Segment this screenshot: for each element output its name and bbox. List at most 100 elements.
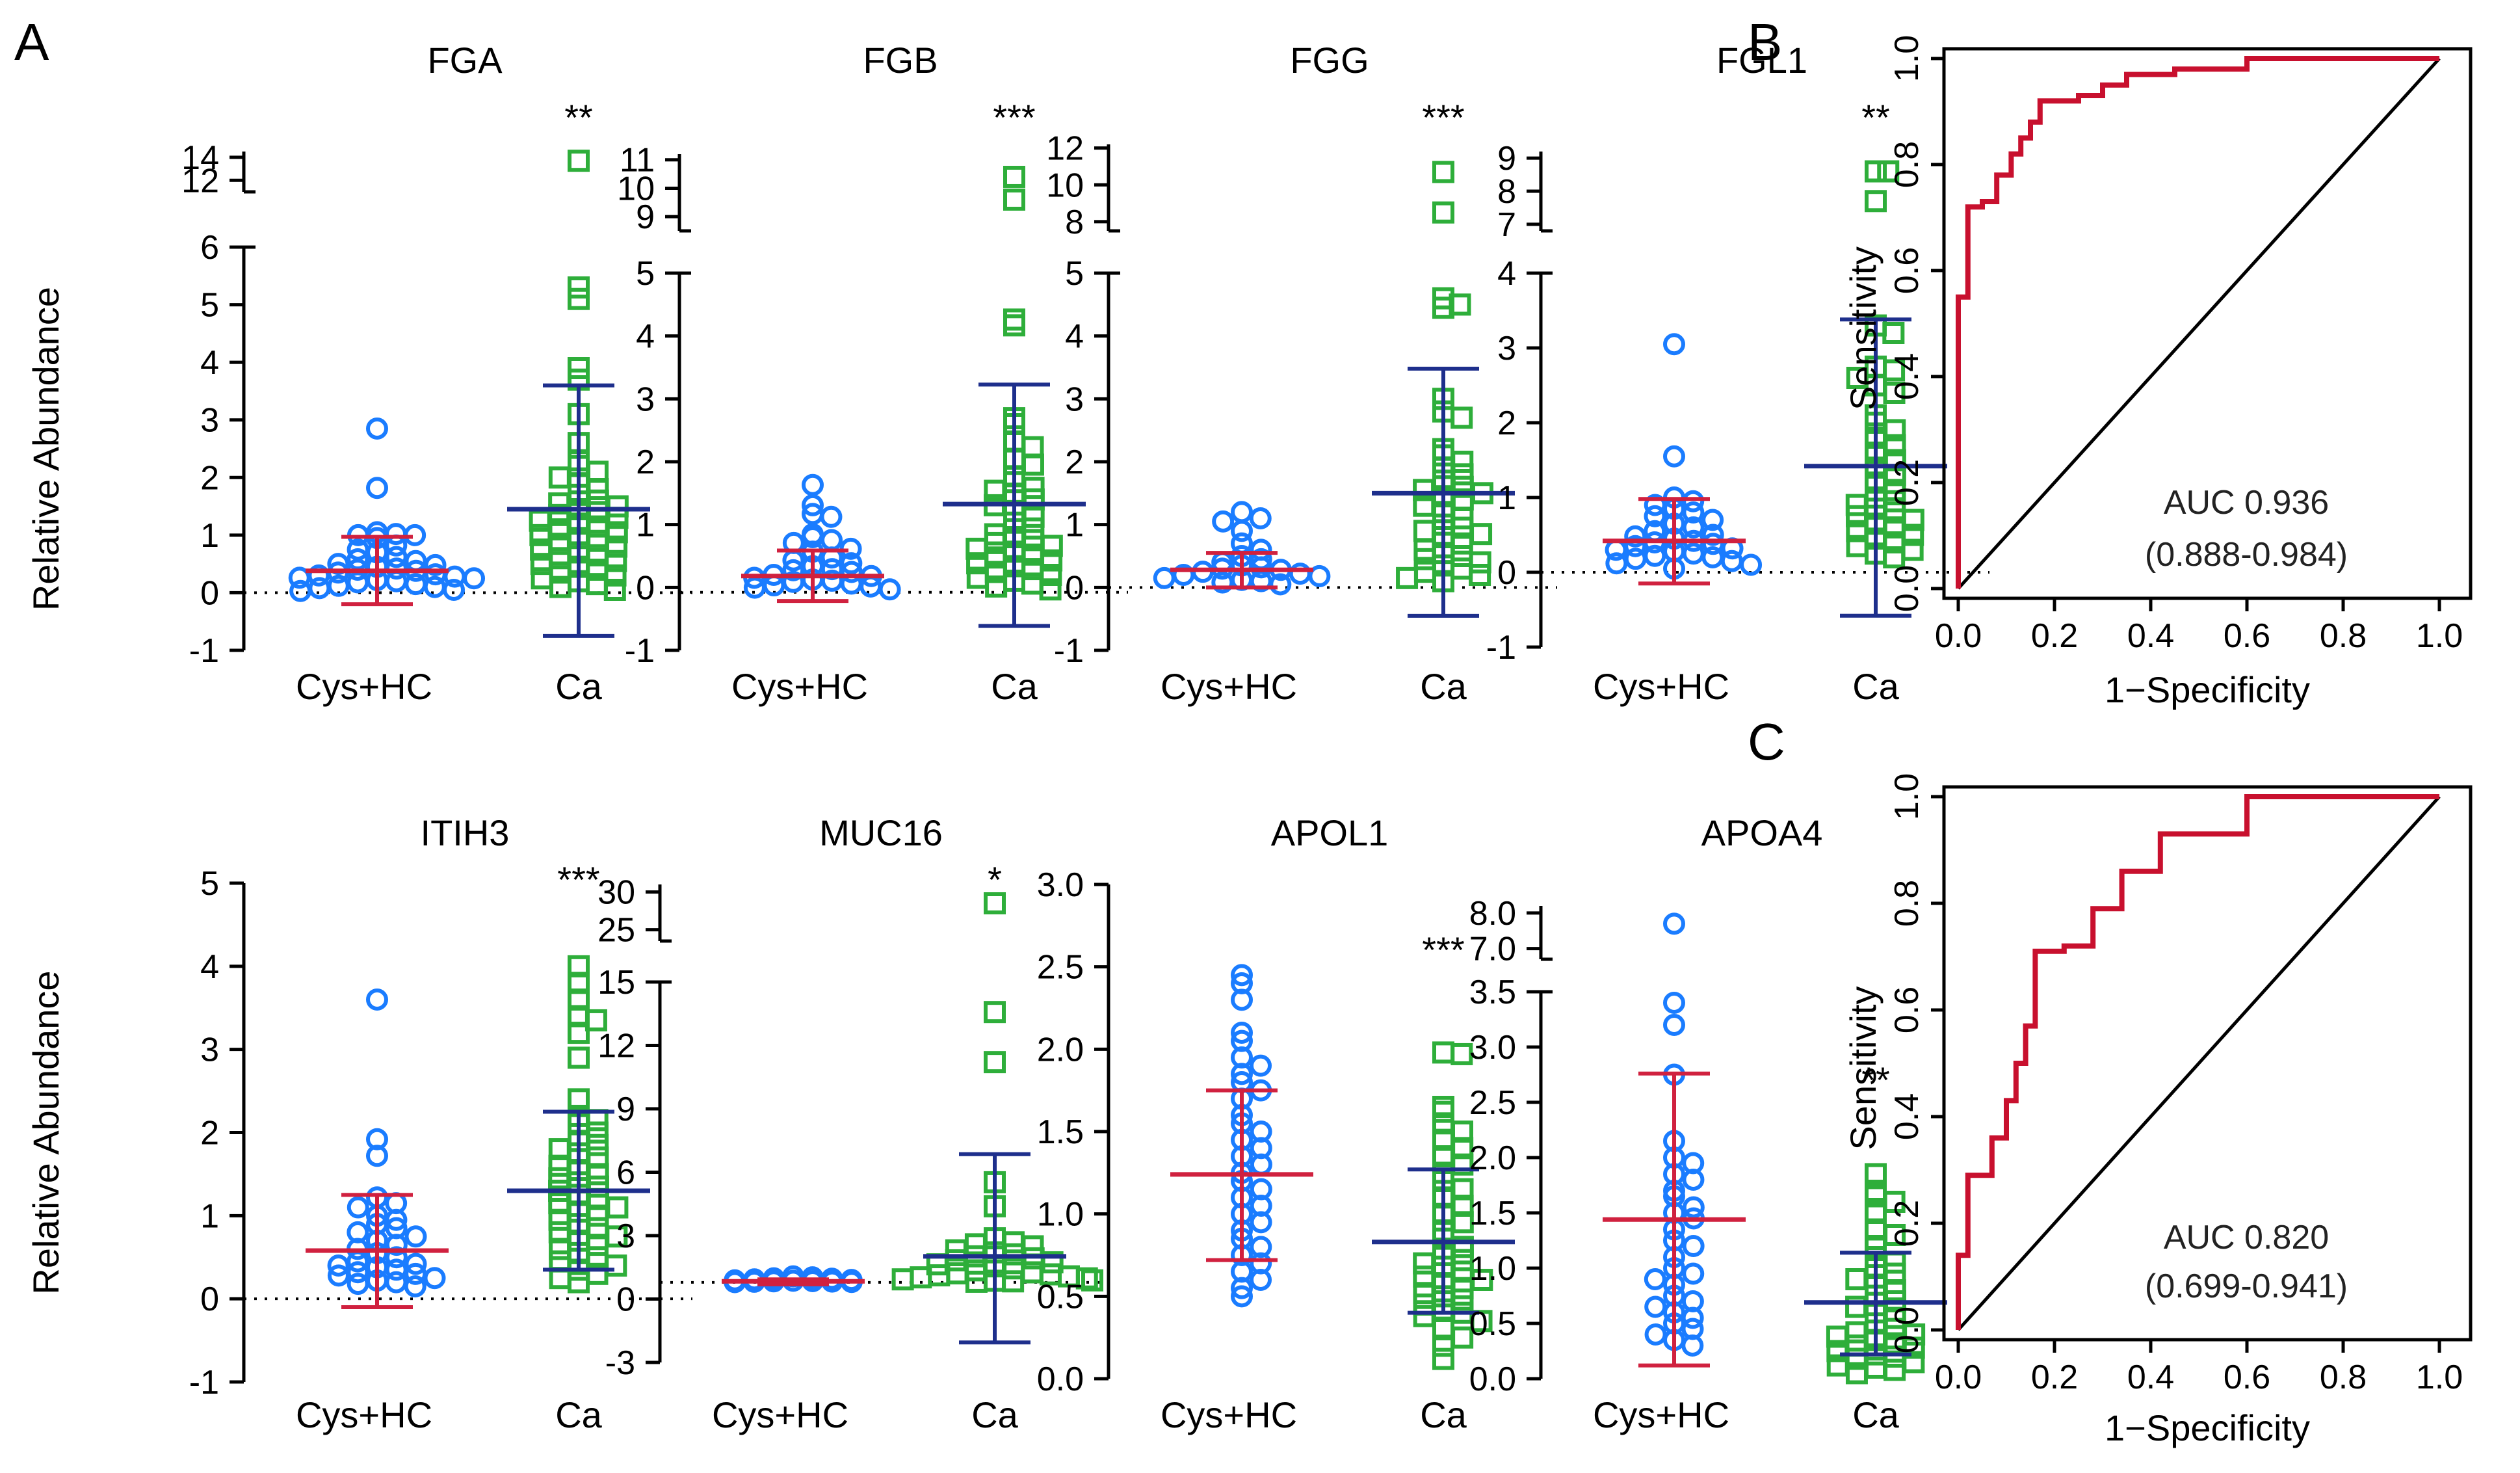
y-tick-label: -1: [189, 632, 219, 670]
y-tick-label: 0.6: [1888, 987, 1926, 1033]
data-point: [1003, 165, 1025, 188]
significance-marker: **: [564, 97, 593, 138]
data-point: [568, 1022, 590, 1044]
y-tick-label: 0.8: [1888, 880, 1926, 927]
data-point: [347, 548, 369, 571]
data-point: [366, 1145, 388, 1167]
data-point: [1413, 1305, 1436, 1327]
y-tick-label: 8.0: [1469, 895, 1516, 933]
significance-marker: ***: [557, 859, 599, 900]
y-tick-label: 1.0: [1888, 773, 1926, 820]
x-tick-label: 0.0: [1935, 1359, 1982, 1396]
y-tick-label: 3: [1065, 380, 1084, 418]
data-point: [366, 477, 388, 499]
data-point: [1877, 160, 1900, 183]
data-point: [1039, 578, 1062, 601]
data-point: [404, 1275, 427, 1297]
x-category-label: Cys+HC: [731, 666, 868, 707]
y-tick-label: 5: [636, 255, 655, 293]
data-point: [840, 561, 863, 583]
data-point: [1740, 553, 1763, 576]
x-category-label: Cys+HC: [1593, 1394, 1729, 1435]
y-tick-label: 8: [1065, 204, 1084, 241]
auc-label: AUC 0.936: [2164, 484, 2329, 522]
data-point: [1432, 201, 1454, 224]
plot-title: MUC16: [819, 812, 943, 853]
y-tick-label: 1.0: [1888, 35, 1926, 82]
data-point: [1450, 1042, 1473, 1065]
data-point: [1231, 1277, 1253, 1299]
data-point: [366, 988, 388, 1011]
y-tick-label: 0: [200, 1281, 219, 1318]
data-point: [802, 494, 824, 516]
data-point: [1883, 1359, 1906, 1381]
x-category-label: Ca: [1852, 666, 1899, 707]
data-point: [1663, 1014, 1685, 1036]
data-point: [1432, 1334, 1454, 1357]
data-point: [1470, 1310, 1493, 1333]
x-tick-label: 1.0: [2416, 1359, 2463, 1396]
data-point: [424, 553, 447, 576]
y-tick-label: 2: [1497, 405, 1516, 442]
y-tick-label: 10: [617, 170, 655, 207]
y-tick-label: 4: [1497, 255, 1516, 293]
data-point: [423, 1267, 446, 1290]
y-axis-label: Sensitivity: [1843, 246, 1883, 410]
y-tick-label: 0.0: [1888, 1307, 1926, 1353]
data-point: [1432, 1100, 1454, 1123]
data-point: [743, 576, 766, 599]
dot-plot-fgl1: FGL1 -1 0 1 2 3 4 789 Cys+HC Ca **: [1486, 40, 1989, 707]
plot-frame: [1942, 785, 2473, 1342]
data-point: [1701, 509, 1724, 531]
plot-title: FGL1: [1716, 40, 1807, 81]
x-category-label: Ca: [555, 1394, 602, 1435]
y-tick-label: 0: [200, 574, 219, 612]
y-tick-label: 14: [181, 139, 219, 177]
y-tick-label: 25: [597, 912, 635, 949]
auc-ci-label: (0.888-0.984): [2145, 536, 2348, 574]
y-tick-label: 4: [200, 948, 219, 986]
y-tick-label: 12: [597, 1028, 635, 1065]
y-tick-label: 0.2: [1888, 459, 1926, 506]
data-point: [1250, 1269, 1272, 1291]
significance-marker: **: [1861, 1059, 1890, 1100]
data-point: [1682, 1169, 1705, 1191]
y-tick-label: 4: [636, 318, 655, 356]
y-tick-label: 0.5: [1469, 1305, 1516, 1343]
data-point: [568, 1271, 590, 1294]
significance-marker: ***: [1422, 929, 1464, 970]
data-point: [568, 150, 590, 172]
data-point: [1682, 1262, 1705, 1285]
y-tick-label: 0.8: [1888, 141, 1926, 188]
y-axis-label: Sensitivity: [1843, 986, 1883, 1150]
y-tick-label: 6: [200, 229, 219, 267]
y-tick-label: 9: [616, 1091, 635, 1128]
y-tick-label: 3: [200, 1031, 219, 1069]
x-tick-label: 0.0: [1935, 617, 1982, 655]
x-category-label: Ca: [555, 666, 602, 707]
y-tick-label: 2: [200, 1115, 219, 1152]
y-tick-label: 0: [1497, 554, 1516, 592]
data-point: [584, 1009, 607, 1031]
x-tick-label: 0.6: [2224, 617, 2270, 655]
data-point: [568, 357, 590, 379]
x-category-label: Cys+HC: [712, 1394, 848, 1435]
roc-curve-c: 0.0 0.2 0.4 0.6 0.8 1.0 0.0 0.2 0.4 0.6 0.8 1.0 1−Sp…: [1843, 773, 2473, 1448]
data-point: [1865, 190, 1887, 213]
auc-label: AUC 0.820: [2164, 1219, 2329, 1256]
data-point: [1269, 573, 1292, 596]
data-point: [568, 287, 590, 310]
y-tick-label: -1: [1486, 629, 1516, 667]
y-tick-label: 1.5: [1469, 1195, 1516, 1232]
y-tick-label: 7: [1497, 206, 1516, 244]
data-point: [1231, 1063, 1253, 1085]
y-tick-label: 1: [1065, 507, 1084, 544]
data-point: [1003, 314, 1025, 337]
x-tick-label: 0.4: [2127, 1359, 2174, 1396]
dot-plot-apoa4: APOA4 0.0 0.5 1.0 1.5 2.0 2.5 3.0 3.5 7.08.0 Cys+H…: [1469, 812, 1947, 1435]
x-category-label: Cys+HC: [296, 666, 432, 707]
y-tick-label: -1: [625, 632, 655, 670]
data-point: [1450, 406, 1473, 429]
y-tick-label: 2.5: [1037, 949, 1084, 987]
